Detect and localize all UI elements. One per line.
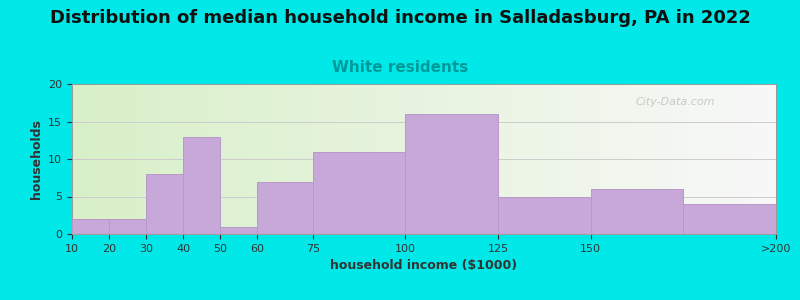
Y-axis label: households: households — [30, 119, 42, 199]
Bar — [498, 196, 590, 234]
Bar — [72, 219, 109, 234]
Bar — [109, 219, 146, 234]
Bar — [590, 189, 683, 234]
Bar — [406, 114, 498, 234]
Bar — [313, 152, 406, 234]
Text: White residents: White residents — [332, 60, 468, 75]
Bar — [183, 136, 220, 234]
X-axis label: household income ($1000): household income ($1000) — [330, 259, 518, 272]
Bar — [683, 204, 776, 234]
Text: City-Data.com: City-Data.com — [635, 97, 714, 107]
Bar — [258, 182, 313, 234]
Bar — [220, 226, 258, 234]
Text: Distribution of median household income in Salladasburg, PA in 2022: Distribution of median household income … — [50, 9, 750, 27]
Bar — [146, 174, 183, 234]
